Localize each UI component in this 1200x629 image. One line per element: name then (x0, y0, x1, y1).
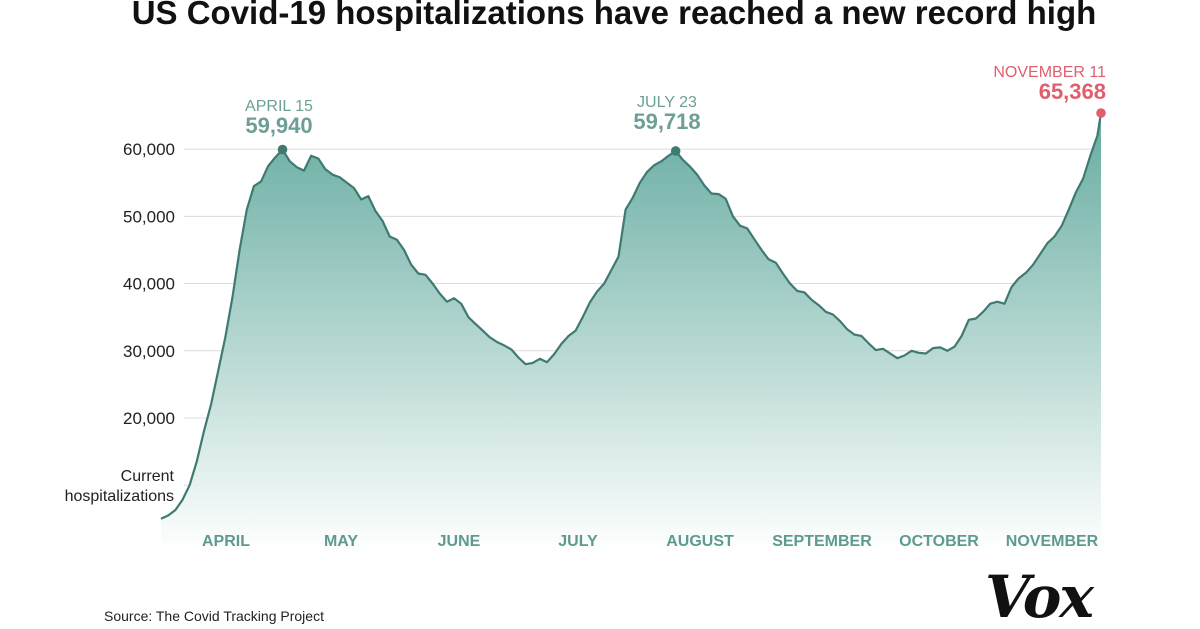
x-axis-ticks: APRIL MAY JUNE JULY AUGUST SEPTEMBER OCTOBER NO… (202, 533, 1099, 550)
area-fill (161, 113, 1101, 551)
series-line (160, 112, 1103, 520)
peak-marker (1096, 108, 1106, 118)
peak-marker (670, 146, 681, 156)
annotation-date: APRIL 15 (245, 98, 313, 115)
y-tick-label: 20,000 (123, 409, 175, 428)
x-tick-label-october: OCTOBER (899, 533, 979, 550)
peak-marker (277, 144, 288, 155)
annotation-value: 59,718 (633, 109, 700, 134)
y-axis-label-line-2: hospitalizations (65, 488, 174, 505)
y-tick-label: 60,000 (123, 140, 175, 159)
x-tick-label-june: JUNE (438, 533, 481, 550)
y-tick-label: 30,000 (123, 342, 175, 361)
source-note: Source: The Covid Tracking Project (104, 608, 324, 624)
annotation-date: JULY 23 (637, 94, 697, 111)
x-tick-label-july: JULY (558, 533, 598, 550)
x-tick-label-may: MAY (324, 533, 358, 550)
chart-title: US Covid-19 hospitalizations have reache… (132, 0, 1097, 31)
vox-logo: Vox (985, 563, 1095, 629)
area-layer (160, 112, 1103, 551)
x-tick-label-august: AUGUST (666, 533, 734, 550)
x-tick-label-april: APRIL (202, 533, 250, 550)
y-axis-label-line-1: Current (121, 468, 175, 485)
y-tick-label: 50,000 (123, 207, 175, 226)
x-tick-label-september: SEPTEMBER (772, 533, 872, 550)
annotation-date: NOVEMBER 11 (993, 64, 1106, 81)
y-tick-label: 40,000 (123, 275, 175, 294)
annotation-value: 59,940 (245, 113, 312, 138)
y-axis-ticks: 20,000 30,000 40,000 50,000 60,000 (123, 140, 175, 428)
x-tick-label-november: NOVEMBER (1006, 533, 1099, 550)
annotation-value: 65,368 (1039, 79, 1106, 104)
